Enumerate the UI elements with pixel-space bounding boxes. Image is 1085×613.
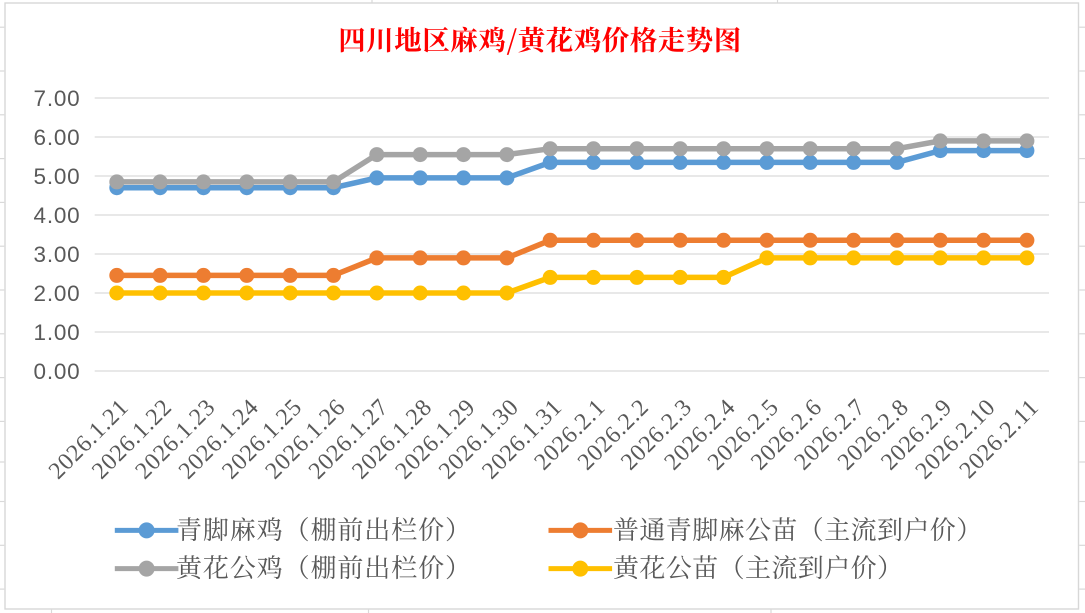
- svg-text:6.00: 6.00: [34, 125, 81, 150]
- svg-text:3.00: 3.00: [34, 242, 81, 267]
- svg-text:普通青脚麻公苗（主流到户价）: 普通青脚麻公苗（主流到户价）: [613, 510, 983, 547]
- svg-text:黄花公鸡（棚前出栏价）: 黄花公鸡（棚前出栏价）: [176, 548, 472, 585]
- svg-text:黄花公苗（主流到户价）: 黄花公苗（主流到户价）: [613, 548, 903, 585]
- svg-text:7.00: 7.00: [34, 86, 81, 111]
- svg-text:5.00: 5.00: [34, 164, 81, 189]
- svg-text:四川地区麻鸡/黄花鸡价格走势图: 四川地区麻鸡/黄花鸡价格走势图: [338, 18, 742, 58]
- svg-text:4.00: 4.00: [34, 203, 81, 228]
- svg-text:1.00: 1.00: [34, 320, 81, 345]
- svg-text:0.00: 0.00: [34, 359, 81, 384]
- svg-text:2.00: 2.00: [34, 281, 81, 306]
- svg-text:青脚麻鸡（棚前出栏价）: 青脚麻鸡（棚前出栏价）: [176, 510, 472, 547]
